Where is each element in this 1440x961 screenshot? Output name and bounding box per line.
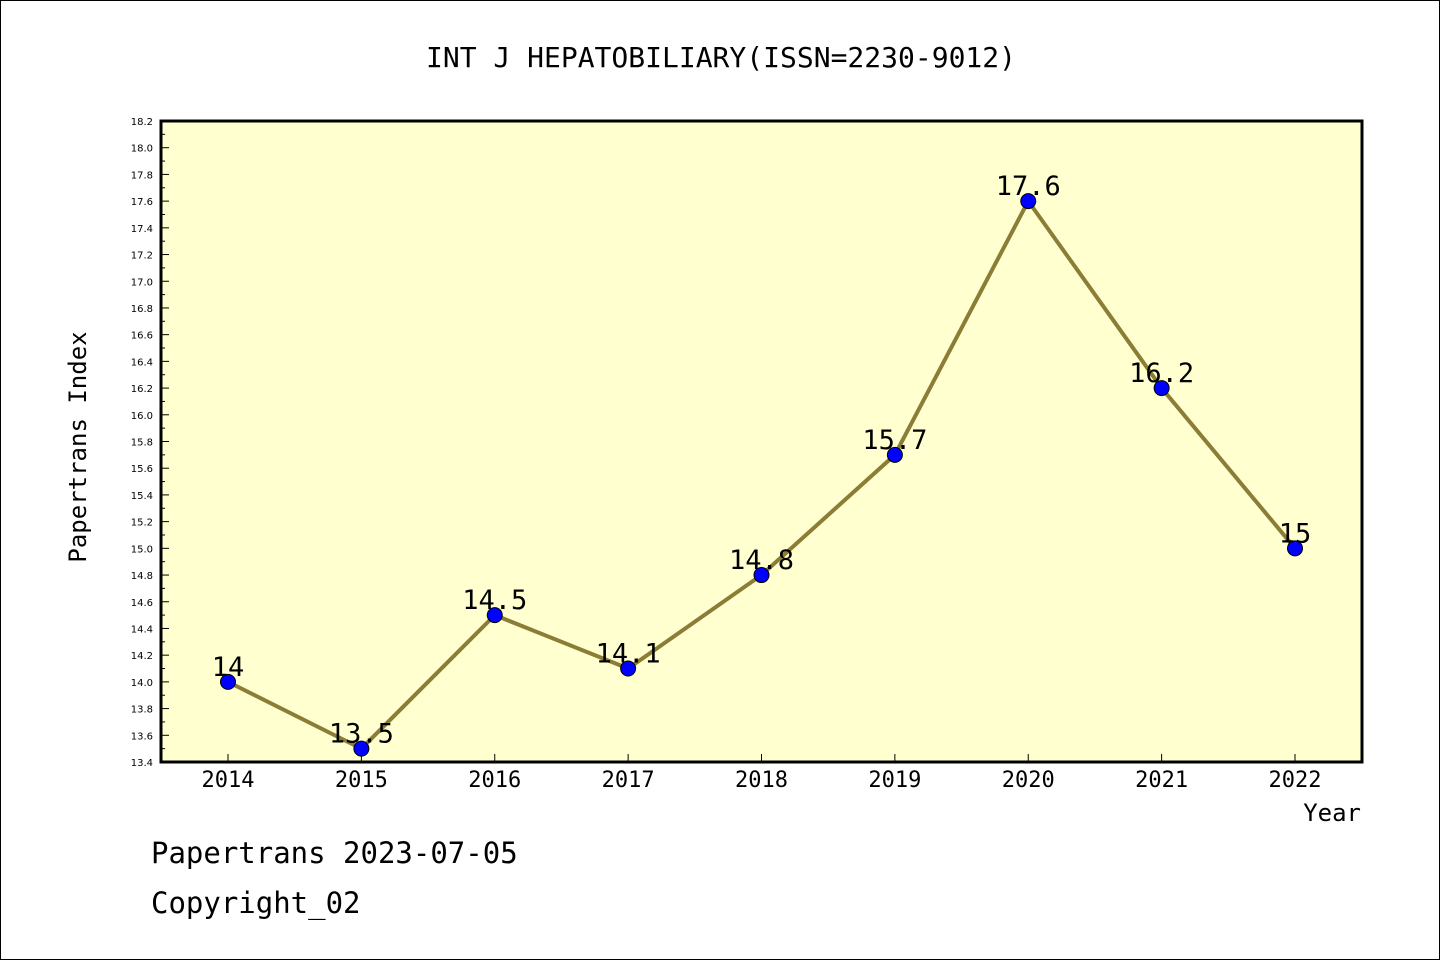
x-axis-label: Year: [1303, 799, 1361, 827]
y-tick-label: 14.2: [131, 651, 153, 662]
y-tick-label: 14.8: [131, 571, 153, 582]
data-label: 14.8: [729, 545, 794, 576]
y-tick-label: 17.4: [131, 224, 153, 235]
y-tick-label: 13.8: [131, 705, 153, 716]
y-tick-label: 17.6: [131, 197, 153, 208]
y-axis-label: Papertrans Index: [64, 331, 92, 562]
data-point: [1287, 540, 1303, 557]
footer-copyright: Copyright_02: [151, 886, 361, 920]
data-point: [486, 607, 503, 624]
y-tick-label: 15.0: [131, 544, 153, 555]
y-tick-label: 15.4: [131, 491, 153, 502]
x-tick-label: 2015: [335, 768, 388, 793]
x-tick-label: 2022: [1269, 768, 1322, 793]
y-tick-label: 18.2: [131, 117, 153, 128]
data-point: [1153, 380, 1170, 397]
y-tick-label: 16.0: [131, 411, 153, 422]
x-tick-label: 2016: [468, 768, 521, 793]
y-tick-label: 17.2: [131, 251, 153, 262]
data-label: 14.5: [462, 585, 527, 616]
y-tick-label: 16.4: [131, 357, 153, 368]
y-tick-label: 17.8: [131, 170, 153, 181]
y-tick-label: 13.4: [131, 758, 153, 769]
data-label: 13.5: [329, 719, 394, 750]
y-tick-label: 15.6: [131, 464, 153, 475]
series-layer: 14 13.5 14.5 14.1 14.8 15.7 17.6 16.2 15: [212, 171, 1312, 757]
x-axis: 2014 2015 2016 2017 2018 2019 2020 2021 2022: [202, 754, 1322, 793]
data-point: [220, 673, 236, 690]
y-tick-label: 15.2: [131, 518, 153, 529]
data-label: 16.2: [1129, 358, 1194, 389]
y-tick-label: 15.8: [131, 438, 153, 449]
x-tick-label: 2021: [1135, 768, 1188, 793]
y-tick-label: 14.6: [131, 598, 153, 609]
x-tick-label: 2014: [202, 768, 255, 793]
y-tick-label: 18.0: [131, 144, 153, 155]
x-tick-label: 2018: [735, 768, 788, 793]
x-tick-label: 2017: [602, 768, 655, 793]
y-tick-label: 16.8: [131, 304, 153, 315]
data-point: [620, 660, 637, 677]
data-label: 14.1: [596, 639, 661, 670]
data-point: [753, 567, 770, 584]
y-tick-label: 17.0: [131, 277, 153, 288]
data-label: 15.7: [862, 425, 927, 456]
data-label: 17.6: [996, 171, 1061, 202]
data-label: 14: [212, 652, 245, 683]
x-tick-label: 2019: [868, 768, 921, 793]
y-tick-label: 13.6: [131, 731, 153, 742]
y-tick-label: 16.6: [131, 331, 153, 342]
y-tick-label: 14.4: [131, 624, 153, 635]
y-tick-label: 14.0: [131, 678, 153, 689]
data-label: 15: [1279, 518, 1312, 549]
data-point: [1020, 193, 1037, 210]
data-point: [353, 740, 370, 757]
y-tick-label: 16.2: [131, 384, 153, 395]
chart-title: INT J HEPATOBILIARY(ISSN=2230-9012): [426, 41, 1016, 74]
y-axis: 13.4 13.6 13.8 14.0 14.2 14.4 14.6 14.8 15.0 15.2…: [131, 117, 169, 769]
x-tick-label: 2020: [1002, 768, 1055, 793]
data-point: [886, 446, 903, 463]
footer-date: Papertrans 2023-07-05: [151, 836, 518, 870]
plot-area: [159, 119, 1364, 764]
